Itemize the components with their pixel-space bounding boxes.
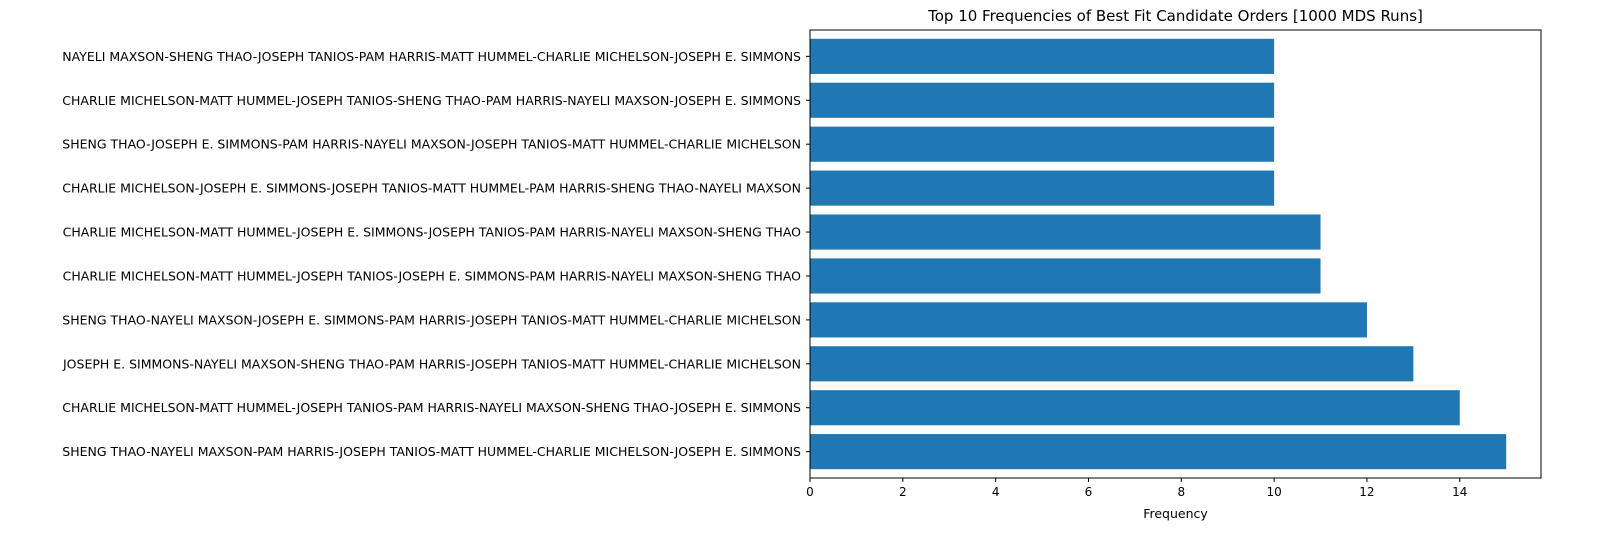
category-label: SHENG THAO-NAYELI MAXSON-PAM HARRIS-JOSE…	[62, 444, 801, 459]
bar	[810, 82, 1275, 118]
bar	[810, 390, 1460, 426]
x-tick-label: 6	[1085, 485, 1093, 499]
category-labels: SHENG THAO-NAYELI MAXSON-PAM HARRIS-JOSE…	[62, 49, 810, 459]
bar	[810, 214, 1321, 250]
x-tick-label: 4	[992, 485, 1000, 499]
x-tick-label: 8	[1177, 485, 1185, 499]
bars-layer	[810, 38, 1507, 470]
ticks-layer: 0 2 4 6 8 10 12 14	[806, 478, 1467, 499]
bar	[810, 346, 1414, 382]
axes-layer	[809, 29, 1542, 479]
x-tick-label: 10	[1266, 485, 1281, 499]
x-tick-label: 0	[806, 485, 814, 499]
x-tick-label: 12	[1359, 485, 1374, 499]
category-label: CHARLIE MICHELSON-MATT HUMMEL-JOSEPH TAN…	[62, 93, 801, 108]
x-tick-label: 2	[899, 485, 907, 499]
category-label: CHARLIE MICHELSON-JOSEPH E. SIMMONS-JOSE…	[62, 181, 801, 196]
bar	[810, 126, 1275, 162]
category-label: CHARLIE MICHELSON-MATT HUMMEL-JOSEPH TAN…	[63, 268, 802, 283]
bar	[810, 302, 1367, 338]
x-axis-label: Frequency	[1143, 506, 1208, 521]
bar	[810, 258, 1321, 294]
plot-frame	[809, 29, 1542, 479]
category-label: CHARLIE MICHELSON-MATT HUMMEL-JOSEPH TAN…	[62, 400, 801, 415]
bar	[810, 38, 1275, 74]
bar	[810, 170, 1275, 206]
bar	[810, 434, 1507, 470]
category-label: SHENG THAO-NAYELI MAXSON-JOSEPH E. SIMMO…	[62, 312, 801, 327]
chart-title: Top 10 Frequencies of Best Fit Candidate…	[927, 7, 1423, 25]
x-tick-label: 14	[1452, 485, 1467, 499]
category-label: SHENG THAO-JOSEPH E. SIMMONS-PAM HARRIS-…	[62, 137, 801, 152]
category-label: NAYELI MAXSON-SHENG THAO-JOSEPH TANIOS-P…	[62, 49, 801, 64]
category-label: JOSEPH E. SIMMONS-NAYELI MAXSON-SHENG TH…	[62, 356, 801, 371]
category-label: CHARLIE MICHELSON-MATT HUMMEL-JOSEPH E. …	[63, 225, 802, 240]
